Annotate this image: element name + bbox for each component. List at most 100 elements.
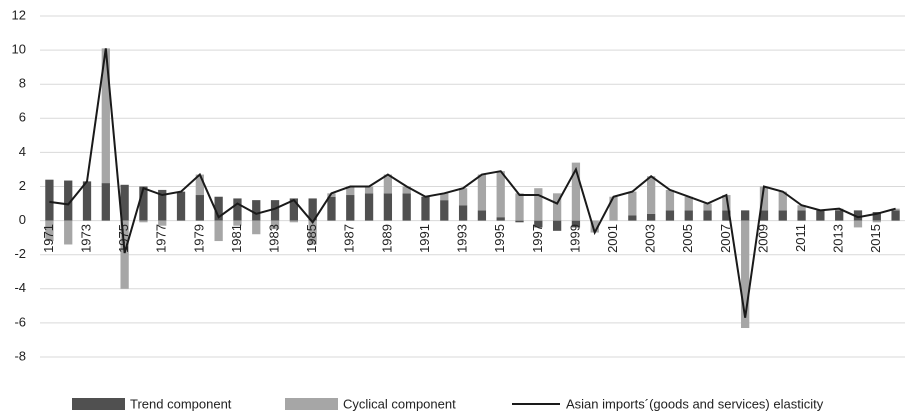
bar — [741, 220, 750, 329]
bar — [158, 189, 167, 221]
bar — [64, 220, 73, 245]
bar — [665, 210, 675, 221]
legend-label: Trend component — [130, 396, 232, 411]
bar — [158, 220, 167, 226]
legend-label: Asian imports´(goods and services) elast… — [566, 396, 824, 411]
bar — [872, 212, 881, 221]
bar — [214, 220, 223, 242]
y-tick-label: 4 — [19, 144, 26, 159]
x-tick-label: 1993 — [455, 224, 470, 253]
bar — [835, 210, 844, 221]
bar — [853, 210, 863, 221]
bar — [214, 196, 223, 221]
bar — [703, 203, 712, 211]
y-tick-label: 6 — [19, 110, 26, 125]
x-tick-label: 1979 — [191, 224, 206, 253]
bar — [364, 186, 374, 194]
bar — [684, 210, 693, 221]
bar — [816, 210, 825, 221]
y-tick-label: 8 — [19, 76, 26, 91]
bar — [383, 193, 393, 221]
y-tick-label: -2 — [14, 246, 26, 261]
bar — [590, 220, 599, 233]
x-tick-label: 1973 — [78, 224, 93, 253]
bar — [778, 191, 787, 211]
bar — [308, 220, 317, 245]
bar — [101, 48, 110, 184]
bar — [421, 196, 430, 221]
bar — [252, 200, 261, 221]
bar — [552, 220, 562, 231]
bar — [515, 220, 524, 223]
bar — [609, 196, 618, 221]
bar — [308, 198, 317, 221]
bar — [64, 180, 73, 221]
y-tick-label: -4 — [14, 280, 26, 295]
bar — [176, 191, 186, 221]
bar — [458, 188, 468, 206]
bar — [496, 217, 505, 221]
bar — [684, 196, 693, 211]
bar — [496, 171, 505, 218]
x-tick-label: 1987 — [342, 224, 357, 253]
bar — [440, 200, 449, 221]
legend-swatch — [72, 398, 125, 410]
bar — [722, 195, 731, 211]
x-tick-label: 2005 — [680, 224, 695, 253]
bar — [458, 205, 468, 221]
x-tick-label: 1991 — [417, 224, 432, 253]
x-tick-label: 2003 — [643, 224, 658, 253]
x-tick-label: 1995 — [492, 224, 507, 253]
bar — [101, 183, 110, 221]
x-tick-label: 1997 — [530, 224, 545, 253]
bar — [665, 189, 675, 211]
bar — [289, 220, 298, 223]
bar — [571, 162, 581, 221]
bar — [233, 220, 242, 226]
x-tick-label: 1981 — [229, 224, 244, 253]
y-tick-label: 0 — [19, 212, 26, 227]
bar — [45, 179, 54, 221]
x-tick-label: 1983 — [266, 224, 281, 253]
x-tick-label: 2011 — [793, 224, 808, 252]
x-tick-label: 2013 — [831, 224, 846, 253]
bar — [82, 181, 92, 221]
x-tick-label: 2015 — [868, 224, 883, 253]
bar — [853, 220, 863, 228]
bar — [872, 220, 881, 223]
y-tick-label: 12 — [12, 7, 26, 22]
bar — [383, 174, 393, 194]
bar — [722, 210, 731, 221]
bar — [364, 193, 374, 221]
y-tick-label: -6 — [14, 314, 26, 329]
bar — [440, 193, 449, 201]
legend-label: Cyclical component — [343, 396, 456, 411]
bar — [270, 220, 280, 230]
bar — [327, 196, 336, 221]
x-tick-label: 1989 — [379, 224, 394, 253]
bar — [270, 200, 280, 221]
y-tick-label: 2 — [19, 178, 26, 193]
line — [49, 48, 896, 318]
bar — [402, 193, 411, 221]
bar — [45, 220, 54, 242]
bar — [571, 220, 581, 228]
x-tick-label: 2001 — [605, 224, 620, 253]
x-tick-label: 1971 — [41, 224, 56, 253]
bar — [534, 188, 543, 221]
bar — [346, 195, 355, 221]
bar — [534, 220, 543, 228]
bar — [252, 220, 261, 235]
x-tick-label: 2009 — [755, 224, 770, 253]
bar — [289, 198, 298, 221]
bar — [703, 210, 712, 221]
bar — [628, 215, 637, 221]
y-tick-label: 10 — [12, 42, 26, 57]
bar — [346, 186, 355, 196]
bar — [233, 198, 242, 221]
bar — [552, 193, 562, 221]
bar — [797, 210, 806, 221]
bar — [139, 220, 148, 223]
legend-swatch — [285, 398, 338, 410]
